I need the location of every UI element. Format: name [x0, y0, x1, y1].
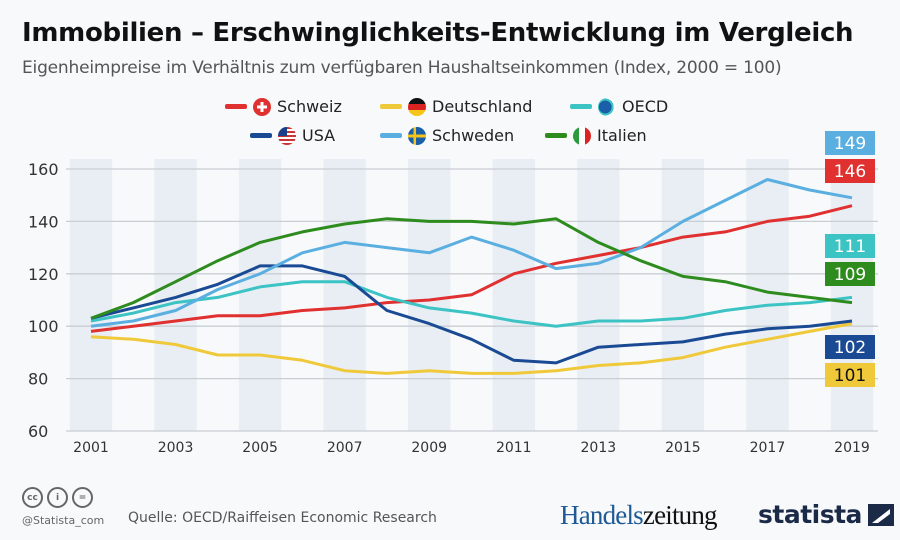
- y-tick-label: 140: [28, 212, 59, 231]
- legend-swatch: [225, 104, 247, 109]
- legend-label: Italien: [597, 126, 647, 145]
- x-tick-label: 2005: [242, 440, 278, 456]
- end-value-box: [825, 234, 875, 258]
- cc-icon: cc: [22, 487, 43, 508]
- series-line-schweden: [90, 178, 853, 328]
- end-value-box: [825, 159, 875, 183]
- legend-label: OECD: [622, 97, 669, 116]
- column-stripe: [661, 159, 705, 431]
- column-stripe: [238, 159, 282, 431]
- column-stripe: [408, 159, 451, 431]
- oecd-logo-icon: [598, 97, 616, 116]
- legend-item-schweden: Schweden: [380, 126, 514, 145]
- column-stripe: [830, 159, 874, 431]
- y-tick-label: 80: [28, 370, 48, 389]
- statista-logo: statista: [758, 500, 894, 529]
- x-tick-label: 2017: [750, 440, 786, 456]
- end-value-label: 149: [834, 134, 866, 154]
- chart-subtitle: Eigenheimpreise im Verhältnis zum verfüg…: [22, 58, 782, 78]
- creative-commons-icons: cc i =: [22, 487, 93, 508]
- column-stripe: [69, 159, 113, 431]
- legend-swatch: [545, 133, 567, 138]
- series-line-usa: [90, 264, 853, 365]
- series-line-deutschland: [90, 322, 853, 375]
- legend-swatch: [380, 104, 402, 109]
- legend-item-deutschland: Deutschland: [380, 97, 532, 116]
- chart-title: Immobilien – Erschwinglichkeits-Entwickl…: [22, 18, 854, 48]
- column-stripe: [577, 159, 620, 431]
- legend-swatch: [250, 133, 272, 138]
- x-tick-label: 2013: [581, 440, 617, 456]
- column-stripe: [154, 159, 197, 431]
- column-stripe: [492, 159, 535, 431]
- statista-logo-icon: [867, 503, 894, 526]
- end-value-label: 101: [834, 366, 866, 386]
- end-value-label: 109: [834, 265, 866, 285]
- y-tick-label: 60: [28, 422, 48, 441]
- germany-flag-icon: [408, 97, 426, 116]
- end-value-box: [825, 262, 875, 286]
- italy-flag-icon: [573, 126, 591, 145]
- series-line-oecd: [90, 280, 853, 328]
- legend-label: Deutschland: [432, 97, 533, 116]
- column-stripe: [323, 159, 366, 431]
- y-tick-label: 160: [28, 160, 59, 179]
- end-value-box: [825, 131, 875, 155]
- sweden-flag-icon: [408, 126, 426, 145]
- no-derivatives-icon: =: [72, 487, 93, 508]
- x-tick-label: 2015: [665, 440, 701, 456]
- end-value-label: 111: [834, 237, 866, 257]
- attribution-icon: i: [47, 487, 68, 508]
- statista-handle[interactable]: @Statista_com: [22, 514, 105, 527]
- legend-item-italien: Italien: [545, 126, 647, 145]
- legend-item-oecd: OECD: [570, 97, 668, 116]
- x-tick-label: 2009: [411, 440, 447, 456]
- y-tick-label: 120: [28, 265, 59, 284]
- end-value-box: [825, 363, 875, 387]
- legend-label: Schweiz: [277, 97, 342, 116]
- end-value-label: 102: [834, 338, 866, 358]
- legend-label: USA: [302, 126, 336, 145]
- legend-label: Schweden: [432, 126, 515, 145]
- y-tick-label: 100: [28, 317, 59, 336]
- x-tick-label: 2007: [327, 440, 363, 456]
- end-value-label: 146: [834, 162, 866, 182]
- legend-swatch: [380, 133, 402, 138]
- x-tick-label: 2011: [496, 440, 532, 456]
- x-tick-label: 2003: [158, 440, 194, 456]
- legend-item-usa: USA: [250, 126, 335, 145]
- usa-flag-icon: [278, 126, 296, 145]
- x-tick-label: 2001: [73, 440, 109, 456]
- legend-item-schweiz: Schweiz: [225, 97, 342, 116]
- switzerland-flag-icon: [253, 97, 271, 116]
- source-text: Quelle: OECD/Raiffeisen Economic Researc…: [128, 510, 437, 526]
- series-line-schweiz: [90, 204, 853, 333]
- legend-swatch: [570, 104, 592, 109]
- series-line-italien: [90, 217, 853, 320]
- end-value-box: [825, 335, 875, 359]
- x-tick-label: 2019: [834, 440, 870, 456]
- handelszeitung-logo: Handelszeitung: [560, 500, 718, 530]
